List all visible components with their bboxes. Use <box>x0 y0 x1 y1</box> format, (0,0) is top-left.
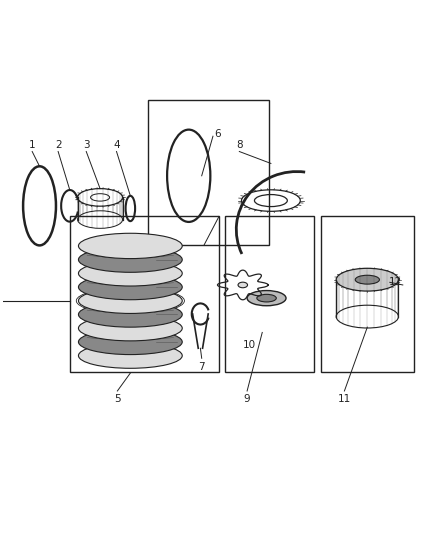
Text: 11: 11 <box>338 394 351 405</box>
Ellipse shape <box>78 233 182 259</box>
Ellipse shape <box>238 282 247 288</box>
Ellipse shape <box>336 268 399 291</box>
Ellipse shape <box>78 288 182 313</box>
Ellipse shape <box>78 329 182 354</box>
Text: 4: 4 <box>113 140 120 150</box>
Bar <box>321 216 413 372</box>
Ellipse shape <box>78 247 182 272</box>
Text: 7: 7 <box>198 362 205 372</box>
Text: 1: 1 <box>29 140 35 150</box>
Ellipse shape <box>355 275 379 284</box>
Bar <box>148 100 269 245</box>
Text: 8: 8 <box>236 140 243 150</box>
Ellipse shape <box>247 290 286 306</box>
Bar <box>226 216 314 372</box>
Text: 5: 5 <box>114 394 121 405</box>
Ellipse shape <box>78 261 182 286</box>
Text: 3: 3 <box>83 140 89 150</box>
Ellipse shape <box>78 302 182 327</box>
Ellipse shape <box>257 294 276 302</box>
Text: 6: 6 <box>214 128 221 139</box>
Text: 2: 2 <box>55 140 61 150</box>
Text: 10: 10 <box>243 340 256 350</box>
Bar <box>70 216 219 372</box>
Ellipse shape <box>78 316 182 341</box>
Text: 9: 9 <box>244 394 251 405</box>
Ellipse shape <box>78 274 182 300</box>
Ellipse shape <box>78 343 182 368</box>
Text: 12: 12 <box>389 277 402 287</box>
